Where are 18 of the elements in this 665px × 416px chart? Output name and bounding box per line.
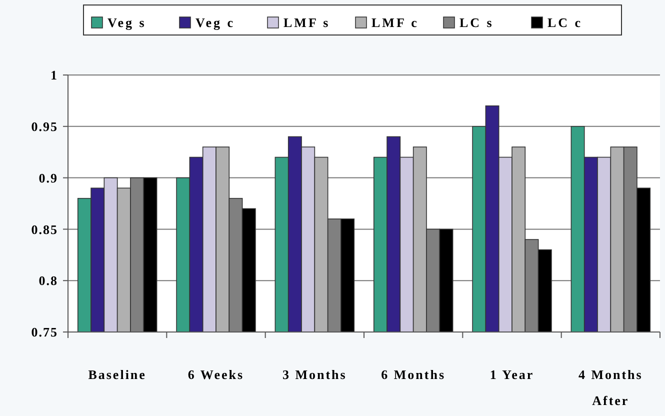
x-tick-label: 4 Months After — [578, 367, 643, 408]
y-tick-label: 0.75 — [31, 324, 58, 340]
y-tick-label: 0.95 — [31, 118, 58, 134]
legend-label: LC c — [548, 15, 583, 30]
y-tick-label: 0.9 — [38, 170, 58, 186]
legend-label: LC s — [460, 15, 494, 30]
x-tick-label: Baseline — [88, 367, 146, 382]
legend-label: Veg c — [196, 15, 235, 30]
legend-label: Veg s — [108, 15, 146, 30]
x-tick-label: 1 Year — [490, 367, 534, 382]
x-tick-label: 3 Months — [282, 367, 347, 382]
legend-label: LMF s — [284, 15, 330, 30]
y-tick-label: 0.85 — [31, 222, 58, 237]
legend-label: LMF c — [372, 15, 419, 30]
y-tick-label: 0.8 — [38, 273, 58, 288]
x-tick-label: 6 Months — [381, 367, 446, 382]
x-tick-label: 6 Weeks — [188, 367, 244, 382]
y-tick-label: 1 — [50, 68, 58, 83]
